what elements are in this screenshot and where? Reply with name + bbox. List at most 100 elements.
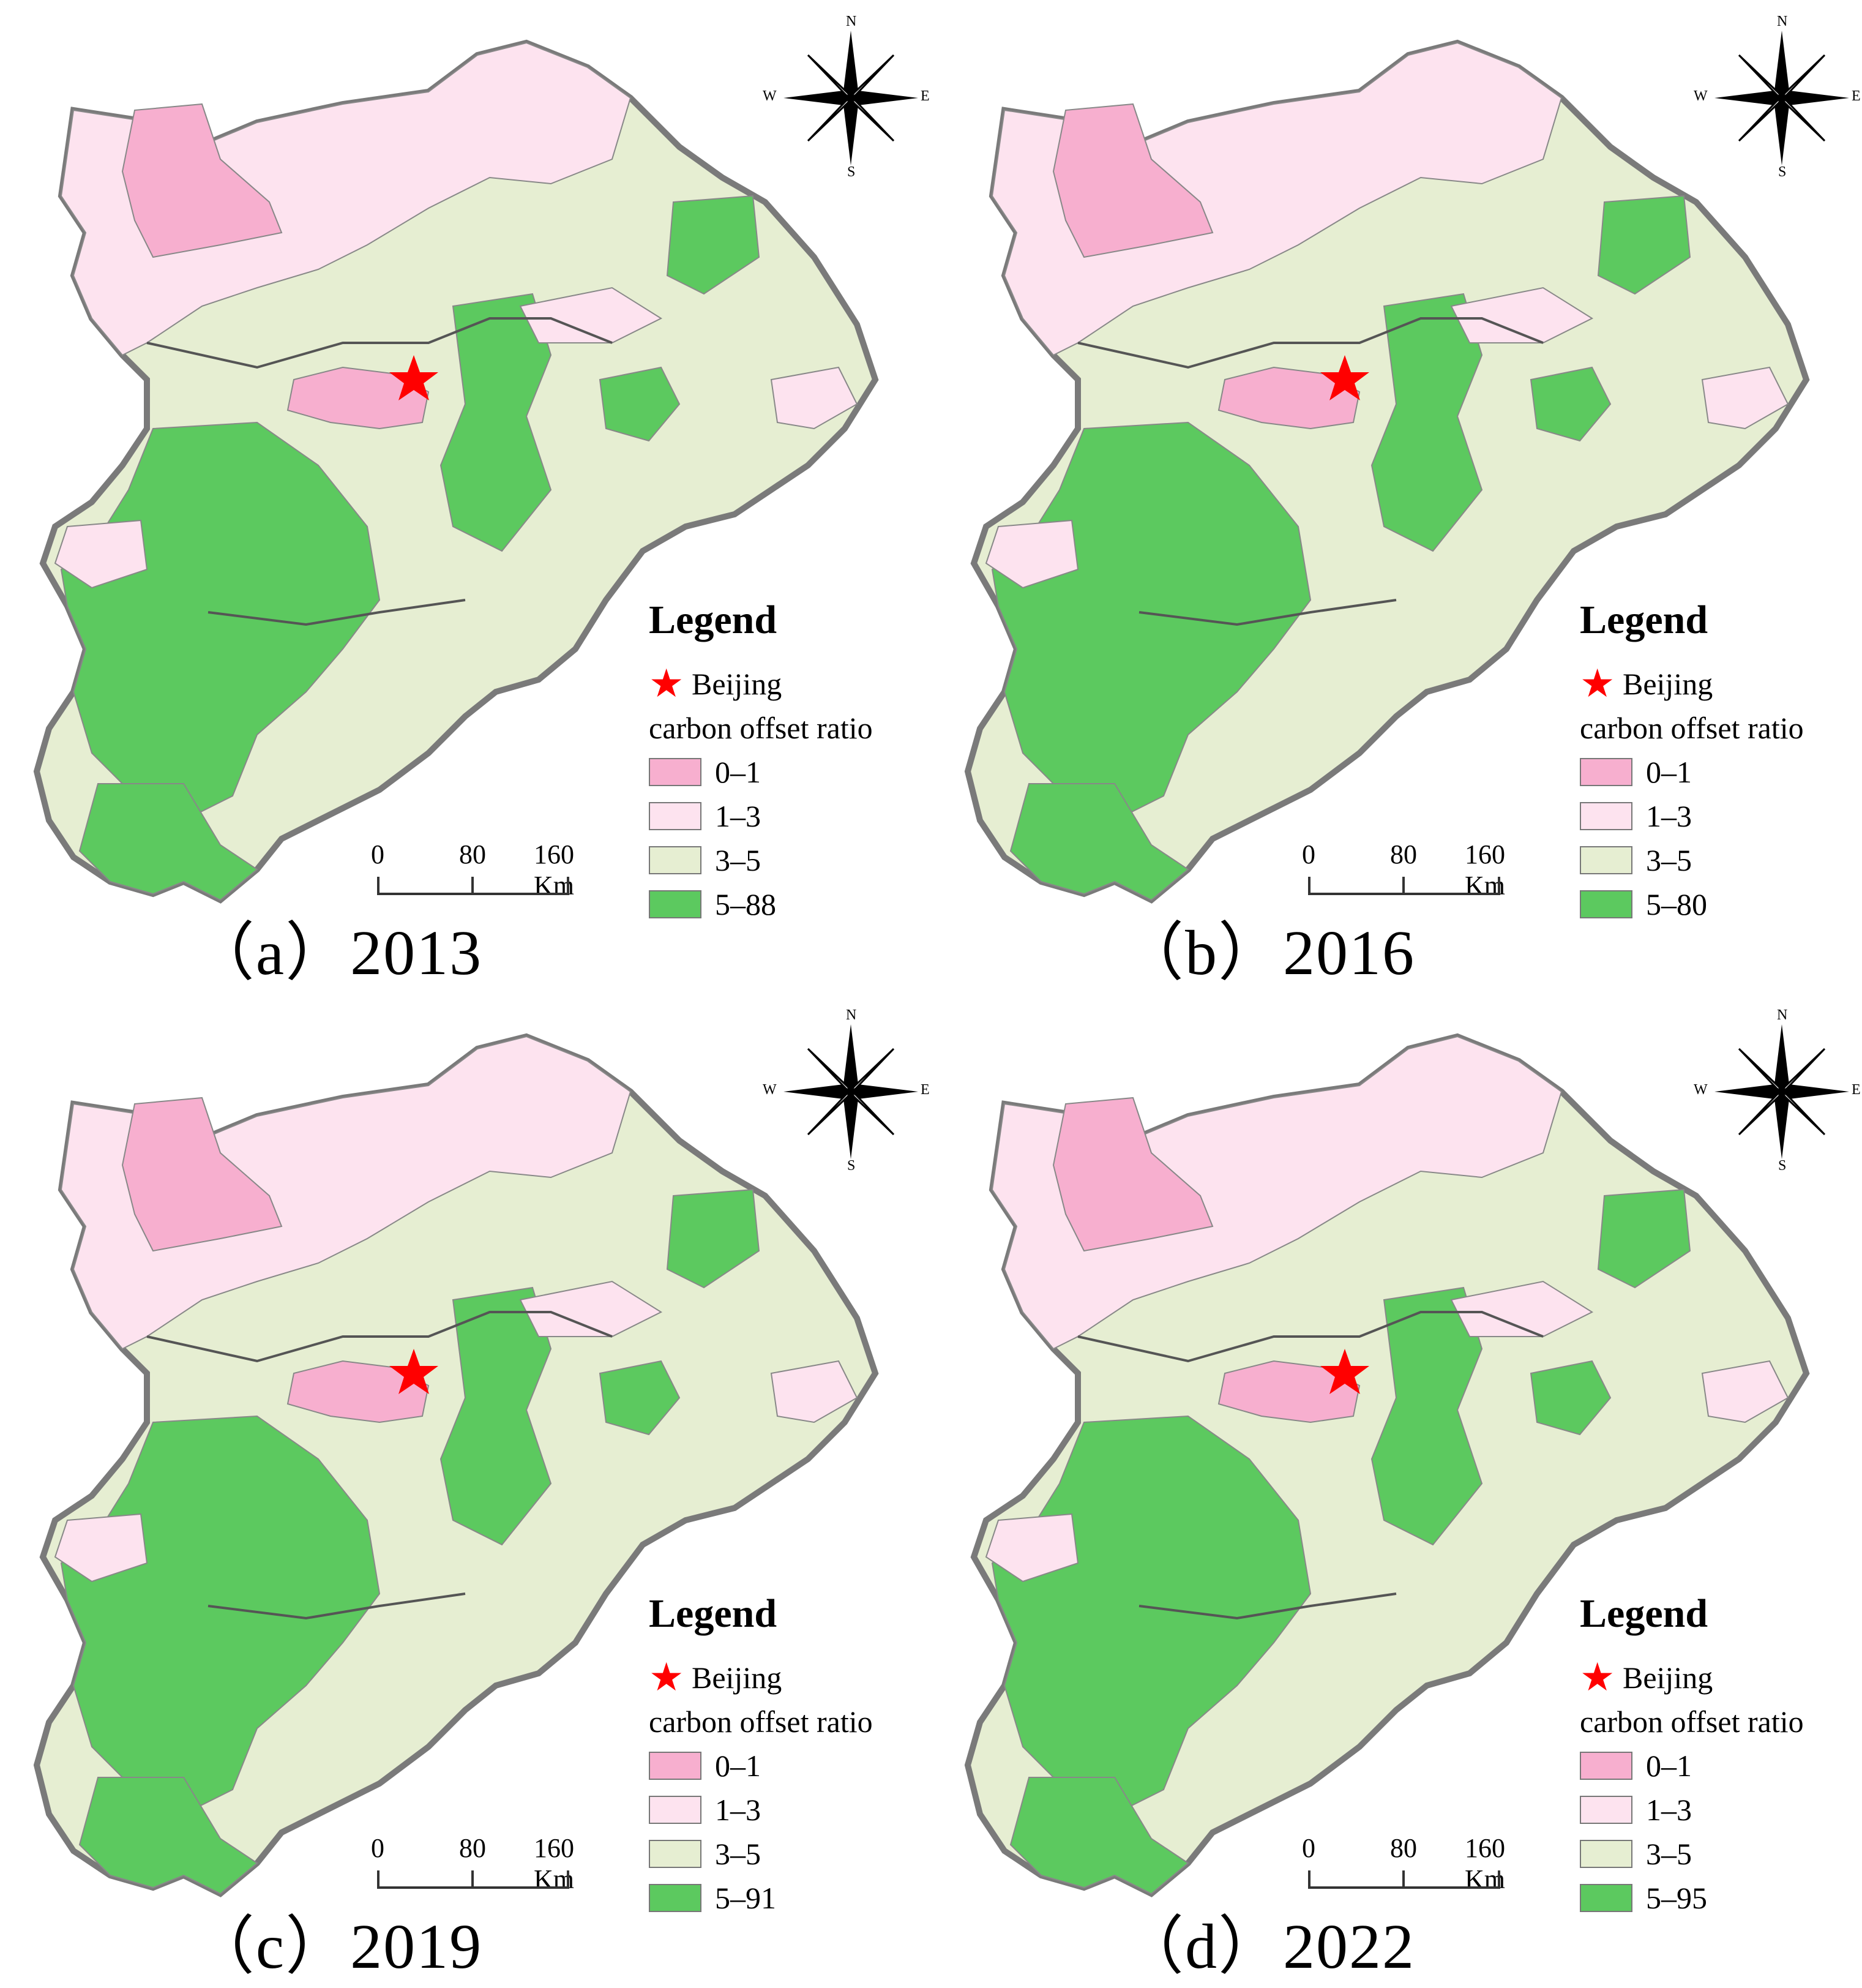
scale-bar: 0 80 160 Km: [367, 1832, 600, 1906]
panel-caption: （a）2013: [190, 918, 483, 988]
scale-tick-label: 0: [371, 839, 384, 869]
region-class-1-3: [985, 1513, 1079, 1583]
north-arrow-compass: N S W E: [763, 13, 930, 180]
scale-tick: [1498, 877, 1500, 895]
region-class-1-3: [60, 1035, 632, 1350]
scale-bar: 0 80 160 Km: [367, 839, 600, 912]
legend-class-label: 1–3: [1646, 799, 1692, 833]
legend-swatch: [1580, 846, 1632, 874]
legend-class: 5–80: [1580, 882, 1861, 926]
legend-title: Legend: [649, 598, 777, 642]
north-arrow-compass: N S W E: [1694, 1007, 1861, 1174]
region-class-0-1: [286, 1360, 430, 1423]
region-class-5-plus: [1597, 1188, 1691, 1289]
region-map: [931, 994, 1810, 1897]
north-arrow-compass: N S W E: [1694, 13, 1861, 180]
legend-class: 5–95: [1580, 1876, 1861, 1920]
scale-tick: [1308, 1870, 1311, 1889]
scale-tick-label: 160 Km: [1465, 1833, 1505, 1894]
scale-tick-label: 80: [459, 839, 486, 869]
region-class-1-3: [985, 519, 1079, 589]
star-icon: ★: [649, 1656, 684, 1699]
legend-class: 3–5: [649, 838, 930, 882]
region-class-5-plus: [78, 783, 258, 901]
legend-class-label: 1–3: [1646, 1793, 1692, 1827]
map-panel-2013: N S W E Legend ★ Beijing carbon offset r…: [0, 0, 931, 994]
compass-n: N: [1777, 13, 1788, 29]
legend-class-label: 3–5: [715, 843, 761, 877]
legend-swatch: [649, 758, 701, 786]
region-class-1-3: [991, 1035, 1563, 1350]
beijing-star-icon: [1320, 1349, 1369, 1394]
legend-class-label: 5–80: [1646, 887, 1707, 921]
legend: Legend ★ Beijing carbon offset ratio 0–1…: [1580, 597, 1861, 926]
region-map: [0, 994, 879, 1897]
legend-class: 0–1: [649, 1744, 930, 1788]
compass-rose-icon: [1714, 31, 1849, 165]
region-class-5-plus: [1597, 195, 1691, 295]
scale-tick: [1402, 1870, 1405, 1889]
beijing-star-icon: [389, 1349, 438, 1394]
scale-tick: [377, 1870, 380, 1889]
beijing-star-icon: [1320, 355, 1369, 400]
legend-class-label: 0–1: [715, 755, 761, 789]
legend-title: Legend: [1580, 1591, 1708, 1636]
legend-swatch: [649, 802, 701, 830]
legend-beijing-label: Beijing: [1623, 1660, 1713, 1695]
region-class-0-1: [121, 103, 283, 258]
compass-e: E: [1852, 1082, 1861, 1098]
compass-n: N: [846, 1007, 857, 1023]
legend-class: 5–91: [649, 1876, 930, 1920]
scale-tick-label: 160 Km: [534, 1833, 574, 1894]
legend-swatch: [649, 1752, 701, 1780]
region-class-5-plus: [666, 1188, 760, 1289]
compass-s: S: [847, 164, 856, 180]
region-class-1-3: [1701, 366, 1789, 430]
map-panel-2022: N S W E Legend ★ Beijing carbon offset r…: [931, 994, 1862, 1987]
scale-tick: [1498, 1870, 1500, 1889]
compass-rose-icon: [1714, 1024, 1849, 1159]
legend: Legend ★ Beijing carbon offset ratio 0–1…: [649, 597, 930, 926]
region-class-5-plus: [1009, 783, 1189, 901]
legend-class-label: 0–1: [1646, 755, 1692, 789]
legend-beijing: ★ Beijing: [649, 1656, 930, 1700]
region-class-1-3: [54, 1513, 148, 1583]
scale-tick-label: 80: [1390, 839, 1417, 869]
region-class-5-plus: [1530, 1360, 1612, 1436]
legend-class-label: 5–91: [715, 1881, 776, 1915]
region-class-0-1: [1217, 366, 1361, 430]
legend-class-label: 0–1: [1646, 1749, 1692, 1783]
region-class-1-3: [991, 42, 1563, 356]
star-icon: ★: [1580, 1656, 1615, 1699]
legend-swatch: [649, 1840, 701, 1868]
map-panel-2016: N S W E Legend ★ Beijing carbon offset r…: [931, 0, 1862, 994]
boundary-line: [146, 317, 613, 626]
legend-class: 1–3: [1580, 1788, 1861, 1832]
region-class-1-3: [54, 519, 148, 589]
region-class-1-3: [1450, 287, 1594, 343]
legend-swatch: [1580, 1884, 1632, 1912]
legend-class: 3–5: [1580, 1832, 1861, 1876]
legend-class: 3–5: [649, 1832, 930, 1876]
compass-e: E: [1852, 88, 1861, 104]
compass-e: E: [921, 1082, 930, 1098]
legend-swatch: [1580, 758, 1632, 786]
panel-caption: （b）2016: [1120, 918, 1415, 988]
legend-beijing: ★ Beijing: [1580, 662, 1861, 706]
legend-swatch: [1580, 1752, 1632, 1780]
compass-rose-icon: [783, 1024, 918, 1159]
legend-class: 1–3: [1580, 794, 1861, 838]
region-map: [0, 0, 879, 904]
legend-class-label: 3–5: [715, 1837, 761, 1871]
compass-n: N: [1777, 1007, 1788, 1023]
region-class-5-plus: [666, 195, 760, 295]
scale-tick: [567, 1870, 569, 1889]
compass-n: N: [846, 13, 857, 29]
legend-class: 0–1: [1580, 750, 1861, 794]
scale-tick: [1308, 877, 1311, 895]
legend-beijing-label: Beijing: [692, 1660, 782, 1695]
compass-w: W: [1694, 88, 1708, 104]
legend-swatch: [1580, 1840, 1632, 1868]
compass-e: E: [921, 88, 930, 104]
legend-class: 5–88: [649, 882, 930, 926]
